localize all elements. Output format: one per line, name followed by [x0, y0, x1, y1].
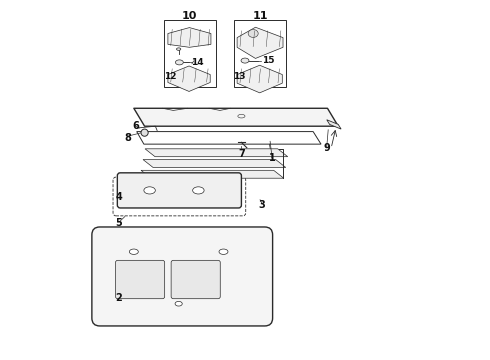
- Bar: [164, 21, 216, 87]
- Polygon shape: [168, 28, 211, 47]
- Ellipse shape: [144, 187, 155, 194]
- Text: 11: 11: [252, 11, 268, 21]
- Circle shape: [141, 129, 148, 136]
- Text: 5: 5: [115, 218, 122, 228]
- FancyBboxPatch shape: [116, 260, 165, 299]
- Ellipse shape: [248, 30, 258, 37]
- Text: 14: 14: [191, 58, 204, 67]
- Ellipse shape: [241, 58, 249, 63]
- Ellipse shape: [219, 249, 228, 255]
- Ellipse shape: [129, 249, 138, 255]
- Polygon shape: [237, 65, 282, 93]
- Ellipse shape: [176, 48, 181, 50]
- Text: 6: 6: [132, 121, 139, 131]
- Text: 15: 15: [262, 56, 274, 65]
- Text: 12: 12: [164, 72, 176, 81]
- Ellipse shape: [175, 301, 182, 306]
- Text: 1: 1: [269, 153, 275, 163]
- Text: 4: 4: [115, 192, 122, 202]
- Text: 7: 7: [238, 149, 245, 159]
- Polygon shape: [327, 120, 341, 129]
- Text: 9: 9: [323, 143, 330, 153]
- FancyBboxPatch shape: [92, 227, 272, 326]
- Text: 13: 13: [233, 72, 245, 81]
- Polygon shape: [141, 170, 284, 178]
- Polygon shape: [237, 27, 283, 58]
- Ellipse shape: [175, 60, 183, 65]
- FancyBboxPatch shape: [171, 260, 220, 299]
- FancyBboxPatch shape: [117, 173, 242, 208]
- Text: 10: 10: [182, 11, 197, 21]
- Text: 8: 8: [124, 133, 131, 143]
- Polygon shape: [134, 108, 338, 126]
- Bar: [234, 21, 286, 87]
- Text: 2: 2: [115, 293, 122, 303]
- Polygon shape: [143, 159, 286, 167]
- Polygon shape: [145, 149, 288, 157]
- Ellipse shape: [193, 187, 204, 194]
- Text: 3: 3: [259, 200, 266, 210]
- Polygon shape: [168, 66, 210, 91]
